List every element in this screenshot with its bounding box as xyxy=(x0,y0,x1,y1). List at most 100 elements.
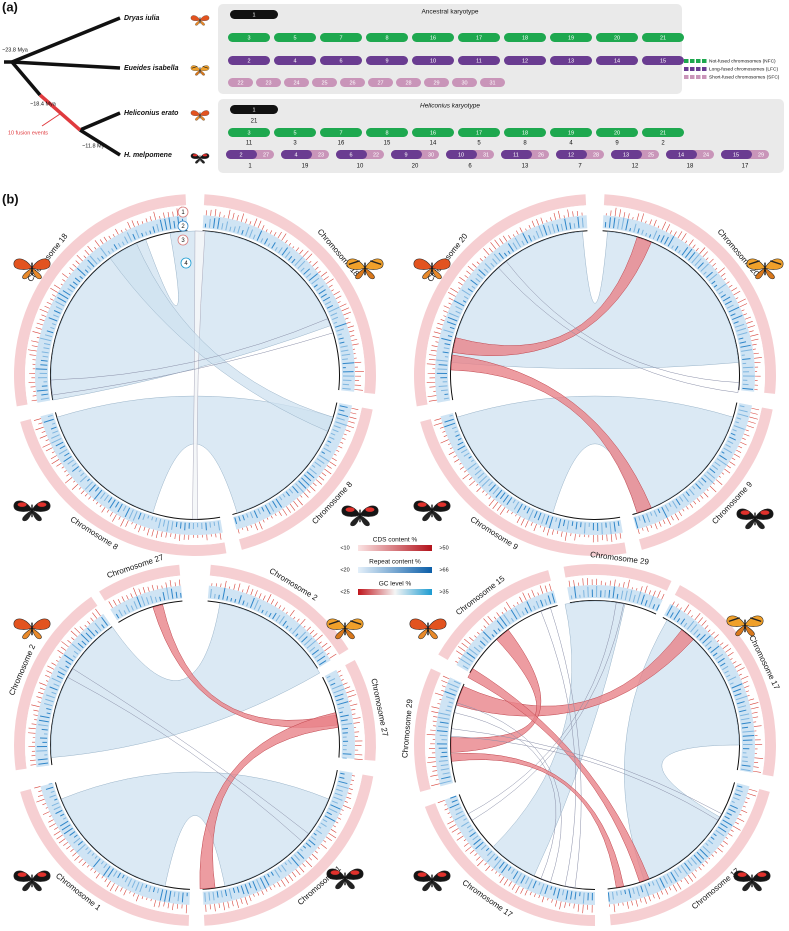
cds-track xyxy=(203,772,363,915)
repeat-bar xyxy=(453,300,465,307)
cds-spike xyxy=(328,832,337,839)
cds-spike xyxy=(731,287,738,292)
repeat-bar xyxy=(121,874,125,879)
cds-spike xyxy=(84,249,90,256)
repeat-bar xyxy=(443,347,450,350)
repeat-bar xyxy=(48,317,58,322)
synteny-ribbon xyxy=(110,243,334,432)
repeat-bar xyxy=(318,289,326,295)
repeat-bar xyxy=(455,810,463,816)
cds-spike xyxy=(506,601,511,610)
tree-branch xyxy=(10,60,42,97)
repeat-bar xyxy=(507,866,512,871)
cds-spike xyxy=(88,496,92,500)
repeat-bar xyxy=(478,644,483,650)
cds-spike xyxy=(167,211,170,218)
repeat-bar xyxy=(85,847,89,851)
repeat-bar xyxy=(267,243,271,247)
synteny-ribbon xyxy=(452,236,652,356)
outer-ring xyxy=(609,788,770,926)
repeat-bar xyxy=(713,833,717,837)
cds-spike xyxy=(344,317,349,320)
chromosome-number: 29 xyxy=(433,80,439,86)
repeat-bar xyxy=(724,815,730,820)
cds-spike xyxy=(343,311,352,316)
cds-spike xyxy=(296,498,303,506)
melpomene-number: 20 xyxy=(412,164,419,170)
cds-spike xyxy=(113,599,117,606)
repeat-bar xyxy=(480,844,487,851)
repeat-bar xyxy=(59,820,69,827)
legend-swatch xyxy=(684,59,689,63)
repeat-bar xyxy=(300,848,303,852)
cds-spike xyxy=(661,221,667,230)
synteny-ribbon xyxy=(454,702,562,883)
cds-spike xyxy=(744,685,750,688)
repeat-bar xyxy=(493,253,501,262)
cds-spike xyxy=(240,213,245,222)
melpomene-number: 6 xyxy=(468,164,472,170)
repeat-bar xyxy=(78,469,82,473)
repeat-bar xyxy=(94,855,98,859)
cds-spike xyxy=(467,265,474,272)
repeat-bar xyxy=(537,512,542,521)
repeat-bar xyxy=(253,599,259,610)
repeat-bar xyxy=(278,247,283,254)
repeat-bar xyxy=(58,292,69,300)
repeat-bar xyxy=(79,275,83,280)
cds-spike xyxy=(723,278,727,281)
cds-spike xyxy=(341,307,350,312)
cds-spike xyxy=(286,611,288,614)
cds-spike xyxy=(739,813,742,816)
repeat-bar xyxy=(88,484,96,493)
repeat-bar xyxy=(461,821,469,828)
chromosome-lfc xyxy=(666,150,697,159)
repeat-bar xyxy=(624,889,627,895)
repeat-bar xyxy=(440,780,452,785)
repeat-bar xyxy=(284,862,288,866)
repeat-bar xyxy=(444,422,456,428)
repeat-bar xyxy=(642,514,646,523)
cds-spike xyxy=(350,703,358,707)
melpomene-number: 18 xyxy=(687,164,694,170)
cds-spike xyxy=(702,251,708,258)
repeat-bar xyxy=(84,481,93,490)
cds-spike xyxy=(495,871,498,874)
repeat-bar xyxy=(467,462,477,471)
repeat-bar xyxy=(44,334,53,338)
cds-spike xyxy=(289,609,295,617)
cds-spike xyxy=(293,500,299,508)
repeat-bar xyxy=(478,475,488,484)
cds-spike xyxy=(626,901,629,909)
cds-spike xyxy=(223,902,226,911)
cds-spike xyxy=(700,495,704,499)
repeat-bar xyxy=(473,646,481,653)
cds-spike xyxy=(466,270,471,275)
repeat-bar xyxy=(51,677,62,683)
cds-spike xyxy=(296,618,300,622)
repeat-bar xyxy=(46,712,51,715)
repeat-bar xyxy=(526,507,531,514)
synteny-ribbon xyxy=(492,600,626,876)
chromosome-lfc xyxy=(550,56,592,65)
cds-spike xyxy=(539,525,542,528)
cds-spike xyxy=(568,580,571,588)
repeat-bar xyxy=(736,417,742,420)
repeat-bar xyxy=(491,634,495,638)
cds-spike xyxy=(269,230,273,234)
chromosome-nfc xyxy=(504,33,546,42)
cds-spike xyxy=(432,770,438,772)
wing-stripe xyxy=(748,260,782,266)
tree-branch xyxy=(11,60,121,70)
cds-spike xyxy=(76,254,83,262)
repeat-bar xyxy=(311,464,316,468)
butterfly-icon xyxy=(413,870,451,892)
repeat-bar xyxy=(44,702,53,707)
butterfly-icon xyxy=(13,500,51,522)
chromosome-nfc xyxy=(458,33,500,42)
cds-spike xyxy=(642,527,644,531)
track-marker xyxy=(177,234,189,246)
repeat-bar xyxy=(303,637,313,646)
repeat-bar xyxy=(338,780,348,785)
cds-spike xyxy=(516,601,519,605)
